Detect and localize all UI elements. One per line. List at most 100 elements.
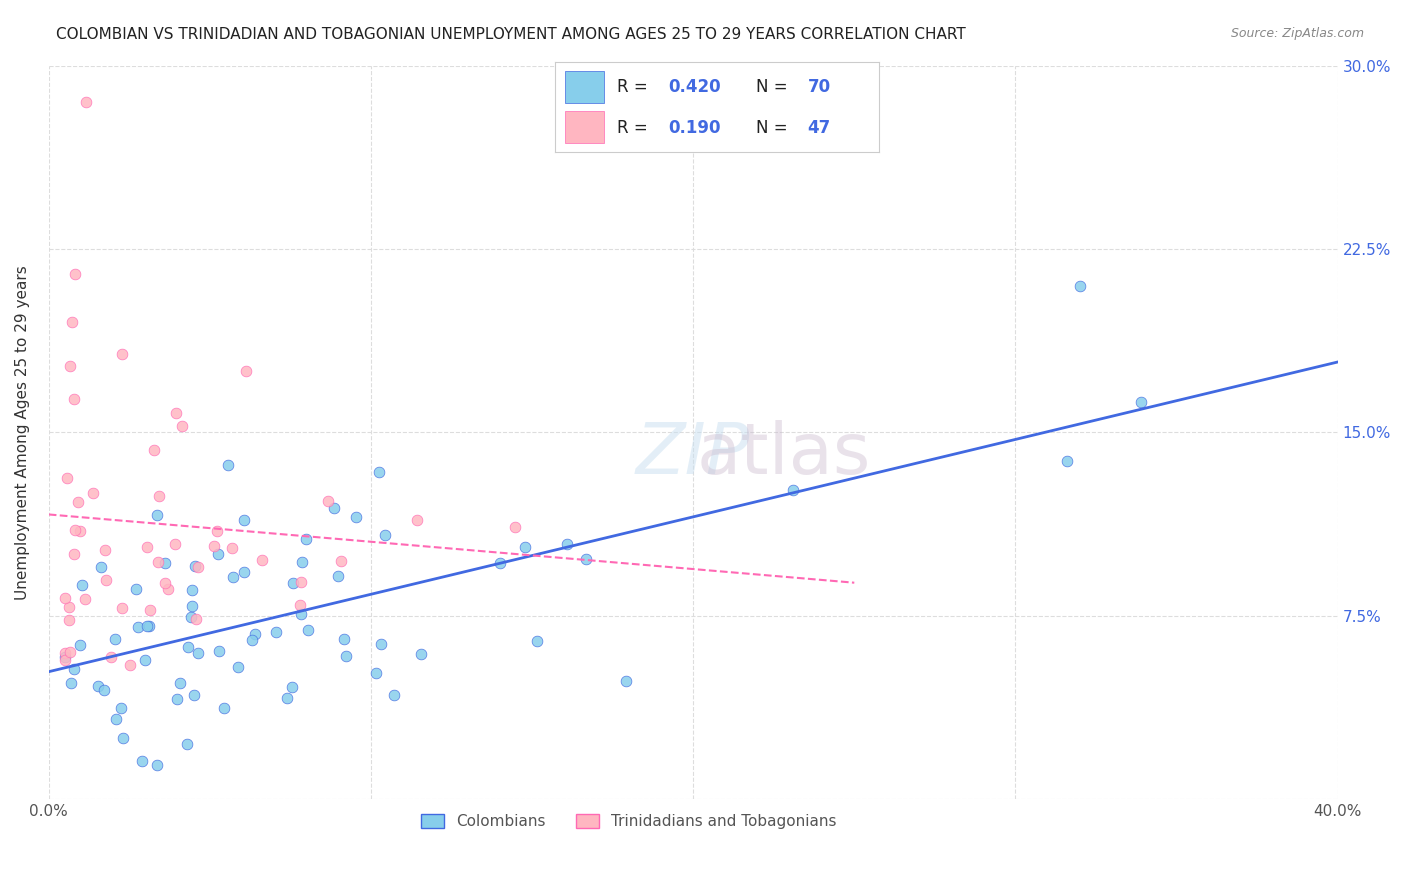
Trinidadians and Tobagonians — [165, 537, 187, 551]
Trinidadians and Tobagonians — [187, 559, 209, 574]
Colombians — [240, 633, 263, 648]
Trinidadians and Tobagonians — [136, 541, 159, 555]
Colombians — [281, 681, 304, 695]
Colombians — [382, 689, 405, 703]
Colombians — [127, 620, 149, 634]
Colombians — [207, 547, 229, 561]
Trinidadians and Tobagonians — [58, 613, 80, 627]
Trinidadians and Tobagonians — [56, 471, 79, 485]
Colombians — [233, 512, 256, 526]
Text: Source: ZipAtlas.com: Source: ZipAtlas.com — [1230, 27, 1364, 40]
Trinidadians and Tobagonians — [63, 392, 86, 406]
Colombians — [146, 508, 169, 523]
Colombians — [180, 599, 202, 614]
Text: 0.190: 0.190 — [669, 119, 721, 136]
Trinidadians and Tobagonians — [94, 543, 117, 558]
Colombians — [294, 533, 316, 547]
Trinidadians and Tobagonians — [111, 347, 134, 361]
Colombians — [290, 555, 312, 569]
Colombians — [233, 565, 256, 579]
Trinidadians and Tobagonians — [329, 554, 352, 568]
Colombians — [222, 570, 245, 584]
Text: atlas: atlas — [696, 420, 870, 489]
Colombians — [87, 679, 110, 693]
Colombians — [575, 552, 598, 566]
Trinidadians and Tobagonians — [73, 591, 96, 606]
Legend: Colombians, Trinidadians and Tobagonians: Colombians, Trinidadians and Tobagonians — [415, 808, 842, 835]
Colombians — [290, 607, 312, 621]
Colombians — [782, 483, 804, 498]
Text: N =: N = — [756, 119, 793, 136]
Trinidadians and Tobagonians — [82, 486, 104, 500]
Colombians — [93, 682, 115, 697]
Trinidadians and Tobagonians — [146, 556, 169, 570]
Colombians — [176, 737, 198, 751]
Text: R =: R = — [617, 119, 652, 136]
Trinidadians and Tobagonians — [96, 573, 118, 587]
Trinidadians and Tobagonians — [60, 315, 83, 329]
Colombians — [1130, 395, 1153, 409]
FancyBboxPatch shape — [565, 112, 605, 143]
Colombians — [112, 731, 135, 746]
Colombians — [226, 660, 249, 674]
Trinidadians and Tobagonians — [405, 513, 427, 527]
Colombians — [335, 648, 357, 663]
Colombians — [169, 675, 191, 690]
Text: 70: 70 — [807, 78, 831, 96]
Colombians — [370, 637, 392, 651]
Trinidadians and Tobagonians — [59, 359, 82, 374]
Trinidadians and Tobagonians — [75, 95, 97, 110]
Trinidadians and Tobagonians — [120, 658, 142, 673]
Colombians — [526, 633, 548, 648]
Colombians — [177, 640, 200, 654]
Trinidadians and Tobagonians — [53, 591, 76, 606]
Colombians — [187, 646, 209, 660]
Trinidadians and Tobagonians — [65, 524, 87, 538]
Colombians — [134, 653, 156, 667]
Text: 47: 47 — [807, 119, 831, 136]
Trinidadians and Tobagonians — [66, 495, 89, 509]
Trinidadians and Tobagonians — [165, 406, 187, 420]
FancyBboxPatch shape — [565, 71, 605, 103]
Colombians — [513, 541, 536, 555]
Colombians — [328, 568, 350, 582]
Colombians — [184, 558, 207, 573]
Trinidadians and Tobagonians — [53, 647, 76, 661]
Trinidadians and Tobagonians — [138, 603, 160, 617]
Colombians — [69, 638, 91, 652]
Colombians — [1056, 454, 1078, 468]
Trinidadians and Tobagonians — [290, 574, 312, 589]
Colombians — [245, 626, 267, 640]
Colombians — [136, 618, 159, 632]
Colombians — [366, 666, 388, 681]
Trinidadians and Tobagonians — [63, 547, 86, 561]
Colombians — [110, 701, 132, 715]
Trinidadians and Tobagonians — [111, 601, 134, 615]
Trinidadians and Tobagonians — [202, 539, 225, 553]
Trinidadians and Tobagonians — [184, 612, 207, 626]
Colombians — [297, 623, 319, 637]
Trinidadians and Tobagonians — [172, 419, 194, 434]
Colombians — [146, 757, 169, 772]
Trinidadians and Tobagonians — [142, 442, 165, 457]
Colombians — [323, 501, 346, 516]
Trinidadians and Tobagonians — [59, 645, 82, 659]
Trinidadians and Tobagonians — [58, 600, 80, 615]
Text: 0.420: 0.420 — [669, 78, 721, 96]
Colombians — [104, 712, 127, 726]
Colombians — [153, 557, 176, 571]
Y-axis label: Unemployment Among Ages 25 to 29 years: Unemployment Among Ages 25 to 29 years — [15, 265, 30, 599]
Text: R =: R = — [617, 78, 652, 96]
Colombians — [368, 465, 391, 479]
Colombians — [283, 575, 305, 590]
Colombians — [183, 688, 205, 702]
Trinidadians and Tobagonians — [235, 364, 257, 378]
Trinidadians and Tobagonians — [207, 524, 229, 538]
Colombians — [614, 674, 637, 689]
Trinidadians and Tobagonians — [288, 598, 311, 612]
Trinidadians and Tobagonians — [157, 582, 180, 596]
Colombians — [90, 560, 112, 574]
Colombians — [409, 647, 432, 661]
Trinidadians and Tobagonians — [153, 575, 176, 590]
Colombians — [181, 583, 204, 598]
